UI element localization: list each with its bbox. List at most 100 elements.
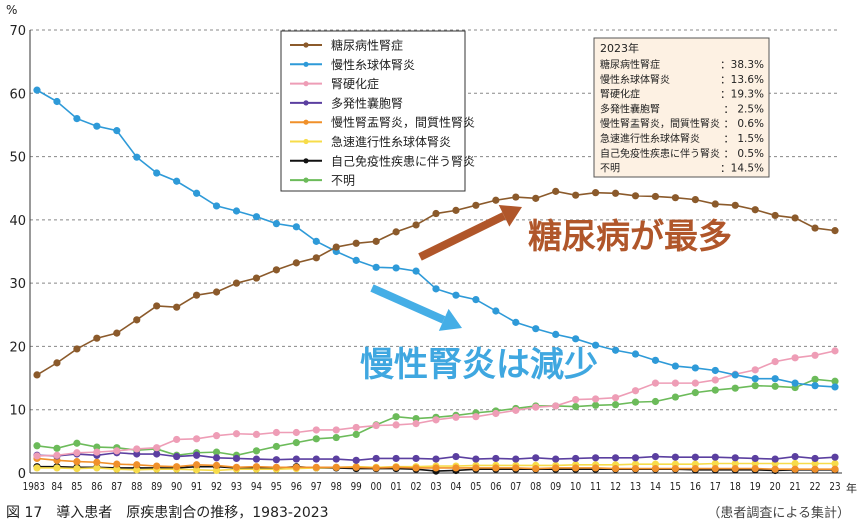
data-point: [93, 448, 101, 456]
legend-label: 糖尿病性腎症: [331, 38, 403, 53]
legend-marker: [303, 177, 309, 183]
data-point: [831, 383, 839, 391]
data-point: [232, 207, 241, 215]
data-point: [711, 464, 719, 473]
data-point: [292, 428, 300, 437]
data-point: [332, 243, 340, 251]
data-point: [811, 459, 819, 468]
data-point: [93, 334, 101, 342]
data-point: [53, 451, 61, 459]
data-point: [133, 450, 141, 458]
data-point: [751, 454, 759, 463]
x-tick-label: 18: [730, 481, 741, 493]
summary-label: 慢性糸球体腎炎: [600, 73, 670, 86]
data-point: [73, 345, 81, 353]
x-tick-label: 12: [610, 481, 621, 493]
data-point: [791, 465, 799, 473]
data-point: [252, 447, 261, 455]
data-point: [452, 413, 460, 421]
data-point: [492, 454, 500, 463]
data-point: [93, 458, 101, 466]
data-point: [472, 201, 480, 209]
x-tick-label: 03: [430, 481, 441, 493]
summary-value: ： 0.5%: [723, 148, 764, 160]
data-point: [552, 455, 560, 463]
data-point: [611, 401, 620, 409]
data-point: [452, 291, 460, 299]
data-point: [232, 454, 241, 463]
data-point: [492, 196, 500, 204]
data-point: [811, 224, 819, 232]
data-point: [731, 201, 739, 209]
data-point: [212, 432, 221, 440]
data-point: [93, 443, 101, 451]
x-tick-label: 88: [131, 481, 142, 493]
data-point: [153, 302, 161, 310]
data-point: [472, 455, 480, 463]
legend-box: [280, 30, 466, 192]
x-tick-label: 10: [570, 481, 581, 493]
data-point: [53, 97, 61, 106]
data-point: [232, 430, 241, 438]
data-point: [651, 464, 660, 473]
summary-box: [593, 37, 770, 178]
data-point: [272, 266, 280, 274]
x-tick-label: 20: [770, 481, 781, 493]
data-point: [731, 464, 739, 473]
data-point: [651, 192, 660, 201]
data-point: [113, 460, 121, 468]
data-point: [572, 454, 580, 463]
data-point: [332, 433, 340, 442]
data-point: [432, 209, 440, 218]
legend-marker: [303, 100, 309, 106]
data-point: [671, 362, 680, 370]
legend-marker: [303, 138, 309, 145]
data-point: [731, 454, 739, 462]
x-tick-label: 01: [391, 481, 402, 493]
data-point: [292, 223, 300, 231]
summary-value: ：19.3%: [720, 89, 764, 101]
data-point: [372, 454, 380, 463]
data-point: [711, 453, 719, 461]
data-point: [552, 330, 560, 339]
data-point: [33, 464, 41, 472]
data-point: [552, 187, 560, 195]
x-tick-label: 04: [450, 481, 461, 493]
data-point: [33, 452, 41, 460]
data-point: [691, 389, 699, 397]
summary-value: ： 2.5%: [723, 103, 764, 115]
data-point: [392, 413, 400, 421]
data-point: [532, 464, 540, 473]
legend-label: 急速進行性糸球体腎炎: [331, 134, 451, 149]
data-point: [252, 213, 261, 221]
x-tick-label: 99: [351, 481, 362, 493]
summary-value: ： 0.6%: [723, 118, 764, 130]
data-point: [133, 461, 141, 469]
data-point: [572, 335, 580, 343]
data-point: [272, 220, 280, 228]
data-point: [552, 402, 560, 410]
data-point: [412, 221, 420, 229]
data-point: [212, 448, 221, 456]
data-point: [73, 115, 81, 123]
data-point: [771, 455, 779, 463]
data-point: [392, 454, 400, 463]
data-point: [352, 456, 360, 464]
data-point: [831, 453, 839, 461]
data-point: [252, 463, 261, 471]
data-point: [831, 227, 839, 235]
data-point: [292, 259, 300, 267]
summary-value: ： 1.5%: [723, 133, 764, 145]
data-point: [272, 456, 280, 464]
x-tick-label: 22: [809, 481, 820, 493]
data-point: [512, 406, 520, 414]
data-point: [691, 196, 699, 204]
data-point: [512, 318, 520, 326]
x-tick-label: 91: [191, 481, 202, 493]
data-point: [73, 439, 81, 447]
data-point: [412, 464, 420, 472]
y-axis-unit: %: [6, 3, 17, 17]
y-tick-label: 20: [9, 340, 26, 355]
x-tick-label: 08: [530, 481, 541, 493]
data-point: [372, 263, 380, 271]
